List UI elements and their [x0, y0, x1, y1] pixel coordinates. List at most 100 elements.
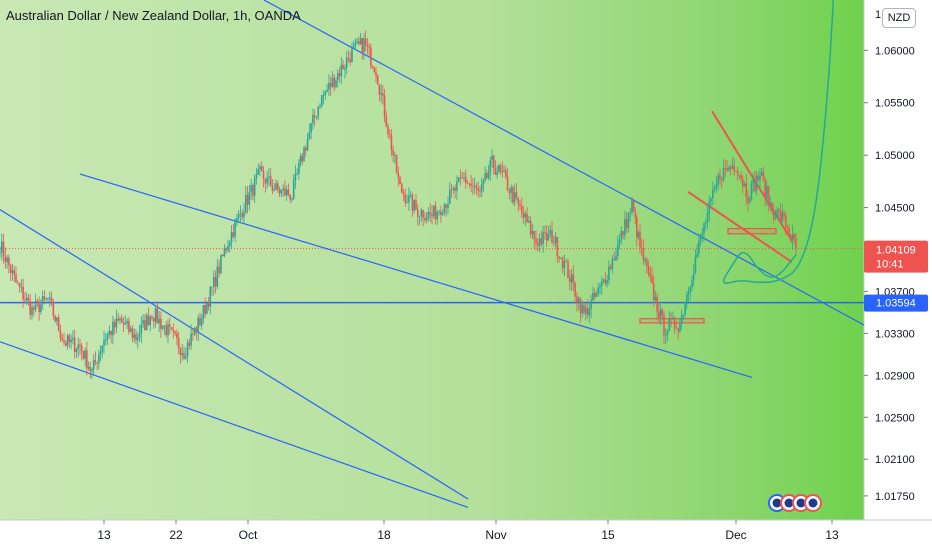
candle-body	[406, 202, 408, 204]
candle-body	[16, 282, 19, 284]
candle-body	[664, 334, 667, 336]
x-tick-label: 13	[97, 528, 111, 542]
candle-body	[604, 279, 607, 284]
candle-body	[179, 348, 182, 355]
candle-body	[2, 241, 5, 257]
candle-body	[736, 170, 739, 176]
candle-body	[636, 217, 638, 238]
candle-body	[795, 238, 797, 249]
candle-body	[425, 217, 428, 221]
candle-body	[338, 73, 341, 77]
candle-body	[597, 287, 600, 294]
candle-body	[504, 170, 507, 177]
candle-body	[388, 133, 391, 135]
candle-body	[276, 183, 279, 190]
candle-body	[413, 200, 416, 211]
candle-body	[278, 189, 281, 194]
event-flag-icon-inner	[772, 498, 782, 508]
candle-body	[424, 217, 426, 221]
candle-body	[211, 286, 213, 288]
candle-body	[529, 220, 532, 235]
currency-badge[interactable]: NZD	[882, 8, 916, 28]
candle-body	[207, 303, 210, 307]
candle-body	[366, 45, 369, 47]
candle-body	[170, 327, 173, 330]
candle-body	[611, 258, 614, 269]
candle-body	[43, 296, 46, 300]
candle-body	[101, 345, 104, 352]
candle-body	[349, 58, 352, 63]
candle-body	[192, 333, 194, 335]
candle-body	[392, 150, 394, 156]
candle-body	[25, 297, 28, 301]
candle-body	[779, 211, 782, 222]
candle-body	[172, 329, 175, 332]
candle-body	[595, 293, 598, 297]
candle-body	[696, 253, 698, 258]
candle-body	[673, 317, 676, 329]
candle-body	[354, 42, 357, 46]
candle-body	[590, 299, 592, 309]
candle-body	[319, 106, 321, 108]
candle-body	[301, 155, 304, 162]
candle-body	[50, 297, 53, 303]
candle-body	[237, 213, 240, 218]
candle-body	[304, 147, 307, 151]
candle-body	[631, 200, 633, 213]
current-price-tag	[864, 240, 928, 273]
candle-body	[397, 172, 400, 178]
candle-body	[115, 318, 118, 328]
candle-body	[154, 308, 157, 322]
candle-body	[195, 327, 198, 332]
candle-body	[404, 194, 407, 204]
candle-body	[99, 351, 102, 355]
candle-body	[214, 276, 217, 287]
candle-body	[317, 107, 320, 117]
y-tick-label: 1.04500	[875, 203, 915, 215]
candle-body	[588, 308, 591, 316]
candle-body	[694, 257, 697, 273]
candle-body	[654, 296, 657, 301]
candle-body	[75, 348, 78, 352]
candle-body	[64, 342, 67, 346]
candle-body	[8, 257, 10, 266]
candle-body	[708, 201, 711, 213]
x-tick-label: Dec	[725, 528, 746, 542]
candle-body	[106, 334, 109, 340]
candle-body	[484, 173, 486, 181]
candle-body	[24, 299, 26, 301]
candle-body	[96, 362, 98, 364]
candle-body	[729, 167, 732, 169]
candle-body	[63, 340, 65, 343]
candle-body	[345, 57, 348, 68]
candle-body	[461, 177, 464, 179]
candle-body	[188, 342, 191, 346]
candle-body	[266, 177, 268, 184]
candle-body	[538, 238, 541, 246]
candle-body	[31, 307, 33, 315]
candle-body	[225, 248, 228, 251]
candle-body	[294, 173, 297, 181]
countdown-timer: 10:41	[876, 259, 904, 271]
candle-body	[402, 192, 405, 195]
candle-body	[209, 286, 212, 307]
y-tick-label: 1.06000	[875, 45, 915, 57]
candle-body	[291, 198, 293, 200]
candle-body	[686, 294, 688, 305]
candle-body	[183, 353, 185, 359]
candle-body	[560, 257, 562, 259]
candle-body	[400, 184, 403, 193]
candle-body	[738, 174, 741, 176]
candle-body	[658, 311, 660, 318]
candle-body	[227, 245, 229, 251]
candle-body	[117, 318, 120, 321]
candle-body	[735, 170, 737, 172]
candle-body	[202, 305, 205, 319]
candle-body	[149, 316, 152, 326]
candle-body	[356, 41, 358, 43]
candle-body	[622, 230, 624, 236]
candle-body	[766, 186, 768, 198]
candle-body	[740, 174, 742, 180]
candle-body	[20, 286, 23, 288]
